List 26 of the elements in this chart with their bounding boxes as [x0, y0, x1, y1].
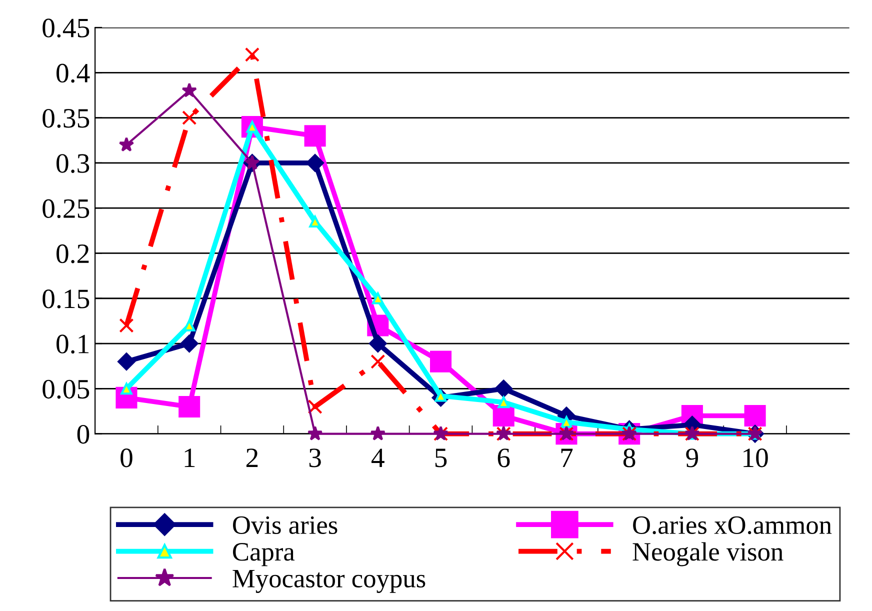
- x-tick-label: 3: [309, 448, 321, 468]
- x-tick-label: 2: [246, 448, 258, 467]
- y-tick-label: 0.45: [42, 18, 90, 38]
- y-tick-label: 0.4: [56, 64, 90, 83]
- y-tick-label: 0.35: [42, 108, 90, 128]
- x-tick-label: 10: [744, 448, 768, 468]
- x-tick-label: 9: [686, 448, 698, 468]
- y-tick-label: 0.25: [42, 199, 90, 218]
- x-tick-label: 1: [184, 448, 195, 467]
- x-tick-label: 8: [623, 448, 636, 468]
- x-tick-label: 6: [498, 448, 510, 468]
- legend-label: Myocastor coypus: [232, 570, 426, 593]
- y-tick-label: 0.05: [42, 380, 90, 399]
- y-tick-label: 0: [77, 424, 90, 444]
- legend-label: Neogale vison: [632, 542, 784, 566]
- y-tick-label: 0.1: [56, 334, 89, 354]
- legend-label: Ovis aries: [232, 516, 338, 534]
- legend-label: Capra: [232, 543, 295, 566]
- x-tick-label: 0: [120, 448, 132, 468]
- x-tick-label: 4: [372, 448, 384, 467]
- x-tick-label: 7: [561, 448, 573, 467]
- legend-label: O.aries xO.ammon: [633, 516, 832, 534]
- y-tick-label: 0.2: [56, 244, 89, 264]
- y-tick-label: 0.3: [56, 154, 90, 173]
- x-tick-label: 5: [435, 448, 447, 468]
- y-tick-label: 0.15: [42, 290, 90, 308]
